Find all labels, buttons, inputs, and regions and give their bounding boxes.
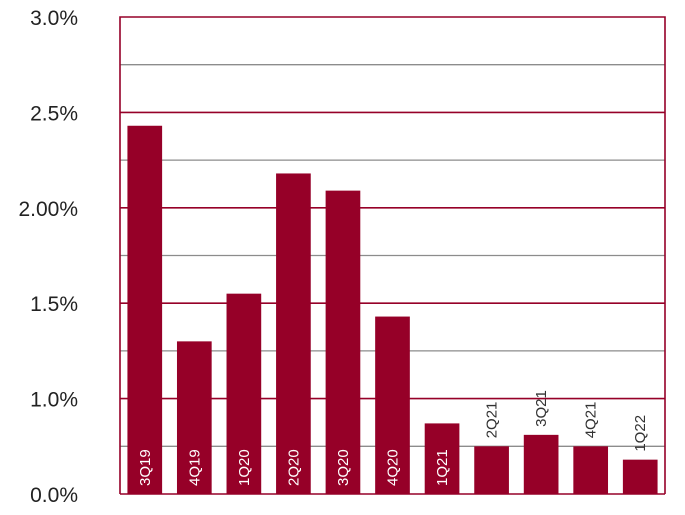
bar-2q20: [276, 173, 311, 494]
bar-4q21: [573, 446, 609, 494]
bar-layer: [127, 125, 658, 495]
y-tick-label: 2.00%: [18, 198, 78, 221]
category-labels: 3Q19 4Q19 1Q20 2Q20 3Q20 4Q20 1Q21 2Q21 3Q21 4Q21…: [137, 390, 649, 486]
bar-3q19: [127, 125, 163, 495]
bar-4q20: [375, 316, 410, 494]
y-axis-tick-labels: 0.0% 1.0% 1.5% 2.00% 2.5% 3.0%: [18, 7, 78, 507]
bar-1q22: [622, 459, 658, 494]
category-label: 3Q20: [335, 449, 352, 486]
category-label: 2Q20: [285, 449, 302, 486]
y-tick-label: 2.5%: [30, 102, 78, 125]
category-label: 4Q21: [583, 402, 600, 439]
bar-1q20: [226, 293, 262, 494]
bar-2q21: [474, 446, 509, 494]
bar-3q20: [325, 190, 361, 495]
category-label: 1Q21: [434, 449, 451, 486]
category-label: 1Q22: [632, 415, 649, 452]
category-label: 3Q21: [533, 390, 550, 427]
bar-3q21: [523, 434, 559, 494]
category-label: 1Q20: [236, 449, 253, 486]
y-tick-label: 1.0%: [30, 389, 78, 412]
category-label: 3Q19: [137, 449, 154, 486]
plot-frame: [119, 16, 666, 495]
y-tick-label: 0.0%: [30, 484, 78, 507]
plot-border: [119, 16, 666, 494]
category-label: 4Q20: [385, 449, 402, 486]
bar-4q19: [176, 341, 212, 494]
bar-1q21: [424, 423, 460, 494]
category-label: 2Q21: [484, 402, 501, 439]
y-tick-label: 1.5%: [30, 293, 78, 316]
y-tick-label: 3.0%: [30, 7, 78, 30]
category-label: 4Q19: [186, 449, 203, 486]
